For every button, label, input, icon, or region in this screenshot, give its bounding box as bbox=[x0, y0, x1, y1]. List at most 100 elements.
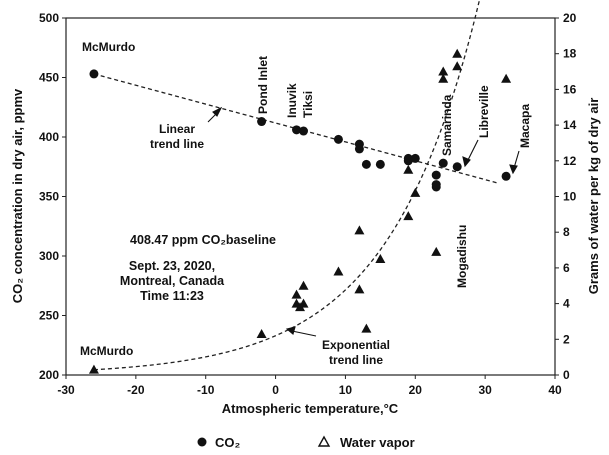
y-right-tick-label: 14 bbox=[563, 118, 577, 132]
x-tick-label: 20 bbox=[409, 383, 423, 397]
legend-co2-label: CO₂ bbox=[215, 435, 241, 450]
water-vapor-point bbox=[375, 253, 386, 263]
legend-water-vapor-marker bbox=[317, 435, 331, 447]
co2-point bbox=[501, 171, 511, 181]
data-points bbox=[88, 48, 512, 374]
water-vapor-point bbox=[361, 323, 372, 333]
co2-point bbox=[403, 153, 413, 163]
y-left-tick-label: 250 bbox=[39, 309, 59, 323]
y-right-tick-label: 20 bbox=[563, 11, 577, 25]
y-right-tick-label: 16 bbox=[563, 82, 577, 96]
annotations bbox=[207, 106, 520, 337]
label-mcmurdo-bottom: McMurdo bbox=[80, 344, 133, 358]
y-left-tick-label: 450 bbox=[39, 71, 59, 85]
y-right-tick-label: 0 bbox=[563, 368, 570, 382]
water-vapor-point bbox=[410, 187, 421, 197]
label-samarinda: Samarinda bbox=[440, 94, 454, 156]
label-mogadishu: Mogadishu bbox=[455, 225, 469, 288]
y-left-axis-ticks: 200 250 300 350 400 450 500 bbox=[39, 11, 66, 382]
x-tick-label: -10 bbox=[197, 383, 215, 397]
water-vapor-point bbox=[256, 328, 267, 338]
co2-point bbox=[361, 159, 371, 169]
label-libreville: Libreville bbox=[477, 85, 491, 138]
water-vapor-point bbox=[354, 225, 365, 235]
y-left-tick-label: 350 bbox=[39, 190, 59, 204]
label-mcmurdo-top: McMurdo bbox=[82, 40, 135, 54]
water-vapor-point bbox=[291, 289, 302, 299]
y-left-tick-label: 300 bbox=[39, 249, 59, 263]
plot-frame bbox=[65, 17, 556, 376]
water-vapor-point bbox=[452, 48, 463, 58]
y-left-tick-label: 500 bbox=[39, 11, 59, 25]
water-vapor-point bbox=[438, 73, 449, 83]
water-vapor-point bbox=[333, 266, 344, 276]
co2-point bbox=[431, 170, 441, 180]
co2-point bbox=[375, 159, 385, 169]
x-tick-label: 40 bbox=[548, 383, 562, 397]
co2-point bbox=[257, 117, 267, 127]
co2-point bbox=[299, 126, 309, 136]
y-right-axis-label: Grams of water per kg of dry air bbox=[586, 98, 601, 295]
info-date: Sept. 23, 2020, bbox=[129, 259, 215, 273]
x-tick-label: 10 bbox=[339, 383, 353, 397]
y-right-tick-label: 8 bbox=[563, 225, 570, 239]
label-exponential-2: trend line bbox=[329, 353, 383, 367]
x-tick-label: -20 bbox=[127, 383, 145, 397]
arrowhead-libreville bbox=[462, 156, 471, 168]
info-place: Montreal, Canada bbox=[120, 274, 225, 288]
co2-point bbox=[452, 162, 462, 172]
label-linear-1: Linear bbox=[159, 122, 195, 136]
y-left-axis-label: CO₂ concentration in dry air, ppmv bbox=[10, 88, 25, 303]
water-vapor-point bbox=[438, 66, 449, 76]
legend-water-vapor-label: Water vapor bbox=[340, 435, 415, 450]
x-axis-ticks: -30 -20 -10 0 10 20 30 40 bbox=[57, 375, 562, 397]
co2-point bbox=[333, 134, 343, 144]
y-right-tick-label: 12 bbox=[563, 154, 577, 168]
label-macapa: Macapa bbox=[518, 104, 532, 148]
label-pond-inlet: Pond Inlet bbox=[256, 56, 270, 114]
x-axis-label: Atmospheric temperature,°C bbox=[222, 401, 399, 416]
co2-point bbox=[292, 125, 302, 135]
x-tick-label: 30 bbox=[478, 383, 492, 397]
co2-point bbox=[431, 180, 441, 190]
label-tiksi: Tiksi bbox=[301, 91, 315, 118]
y-right-axis-ticks: 0 2 4 6 8 10 12 14 16 18 20 bbox=[555, 11, 577, 382]
label-inuvik: Inuvik bbox=[285, 83, 299, 118]
water-vapor-point bbox=[354, 284, 365, 294]
co2-point bbox=[438, 158, 448, 168]
co2-point bbox=[354, 144, 364, 154]
co2-point bbox=[410, 153, 420, 163]
y-right-tick-label: 4 bbox=[563, 297, 570, 311]
water-vapor-point bbox=[431, 246, 442, 256]
legend-co2-marker bbox=[197, 437, 207, 447]
arrowhead-linear bbox=[212, 106, 223, 117]
water-vapor-point bbox=[298, 298, 309, 308]
label-exponential-1: Exponential bbox=[322, 338, 390, 352]
y-right-tick-label: 10 bbox=[563, 190, 577, 204]
legend: CO₂ Water vapor bbox=[197, 435, 415, 450]
info-block: 408.47 ppm CO₂baseline Sept. 23, 2020, M… bbox=[120, 233, 276, 303]
water-vapor-point bbox=[88, 364, 99, 374]
co2-point bbox=[89, 69, 99, 79]
x-tick-label: 0 bbox=[272, 383, 279, 397]
water-vapor-point bbox=[452, 61, 463, 71]
y-right-tick-label: 6 bbox=[563, 261, 570, 275]
info-baseline: 408.47 ppm CO₂baseline bbox=[130, 233, 276, 247]
water-vapor-point bbox=[298, 280, 309, 290]
y-right-tick-label: 2 bbox=[563, 332, 570, 346]
label-linear-2: trend line bbox=[150, 137, 204, 151]
arrowhead-exponential bbox=[285, 326, 296, 335]
water-vapor-point bbox=[403, 164, 414, 174]
y-left-tick-label: 200 bbox=[39, 368, 59, 382]
annotation-labels: McMurdo McMurdo Pond Inlet Inuvik Tiksi … bbox=[80, 40, 532, 367]
info-time: Time 11:23 bbox=[140, 289, 204, 303]
leader-libreville bbox=[466, 139, 479, 163]
x-tick-label: -30 bbox=[57, 383, 75, 397]
leader-exponential bbox=[291, 330, 317, 337]
y-left-tick-label: 400 bbox=[39, 130, 59, 144]
y-right-tick-label: 18 bbox=[563, 47, 577, 61]
water-vapor-point bbox=[403, 211, 414, 221]
arrowhead-macapa bbox=[509, 164, 518, 175]
exponential-trend-line bbox=[93, 0, 481, 371]
